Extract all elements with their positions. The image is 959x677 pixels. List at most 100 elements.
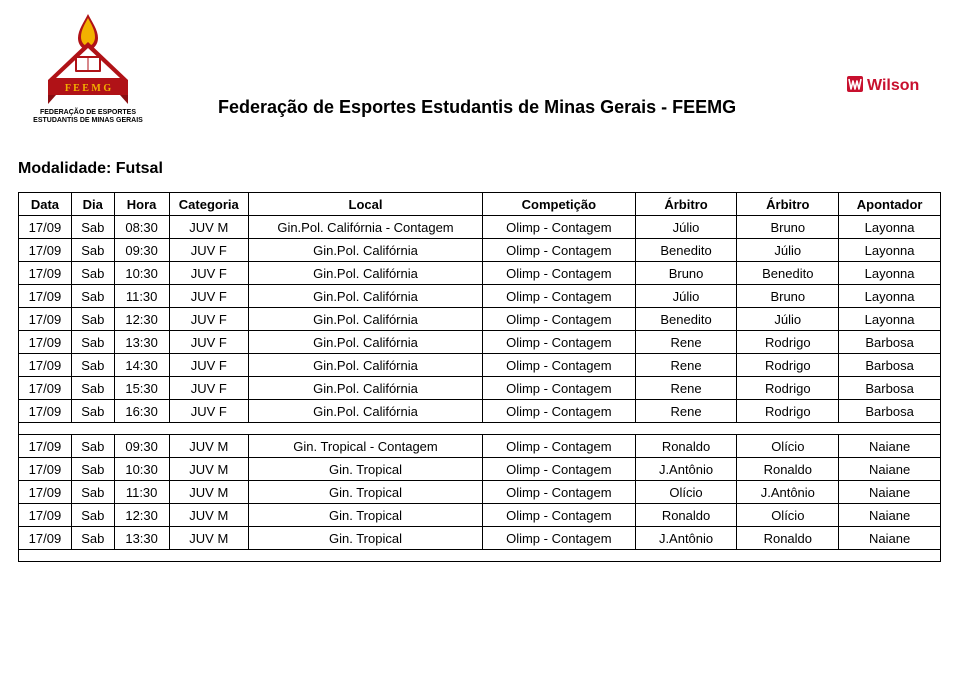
table-cell: Ronaldo [635, 504, 737, 527]
col-header-arbitro1: Árbitro [635, 193, 737, 216]
col-header-apontador: Apontador [839, 193, 941, 216]
table-cell: 17/09 [19, 527, 72, 550]
table-cell: 10:30 [114, 458, 169, 481]
col-header-data: Data [19, 193, 72, 216]
table-row: 17/09Sab13:30JUV FGin.Pol. CalifórniaOli… [19, 331, 941, 354]
table-cell: Naiane [839, 435, 941, 458]
table-cell: Olício [635, 481, 737, 504]
table-cell: Júlio [635, 216, 737, 239]
schedule-table: Data Dia Hora Categoria Local Competição… [18, 192, 941, 562]
table-cell: Layonna [839, 308, 941, 331]
table-row: 17/09Sab13:30JUV MGin. TropicalOlimp - C… [19, 527, 941, 550]
col-header-arbitro2: Árbitro [737, 193, 839, 216]
table-cell: Olimp - Contagem [483, 216, 636, 239]
table-cell: Sab [71, 285, 114, 308]
table-cell: Rene [635, 331, 737, 354]
table-cell: Gin. Tropical [248, 458, 482, 481]
table-cell: Gin.Pol. Califórnia [248, 400, 482, 423]
table-cell: Sab [71, 216, 114, 239]
table-cell: Gin. Tropical [248, 504, 482, 527]
table-cell: Layonna [839, 239, 941, 262]
table-cell: Júlio [737, 239, 839, 262]
col-header-competicao: Competição [483, 193, 636, 216]
table-cell: Layonna [839, 216, 941, 239]
table-cell: Sab [71, 354, 114, 377]
table-cell: Olimp - Contagem [483, 262, 636, 285]
table-cell: Benedito [635, 239, 737, 262]
table-cell: Sab [71, 527, 114, 550]
table-cell: 17/09 [19, 285, 72, 308]
table-cell: Olimp - Contagem [483, 504, 636, 527]
table-cell: 11:30 [114, 285, 169, 308]
document-header: F E E M G FEDERAÇÃO DE ESPORTES ESTUDANT… [18, 12, 941, 142]
table-row: 17/09Sab16:30JUV FGin.Pol. CalifórniaOli… [19, 400, 941, 423]
table-cell: Júlio [737, 308, 839, 331]
table-cell: Olimp - Contagem [483, 354, 636, 377]
table-cell: JUV M [169, 216, 248, 239]
table-cell: 17/09 [19, 262, 72, 285]
logo-caption: FEDERAÇÃO DE ESPORTES ESTUDANTIS DE MINA… [33, 109, 143, 124]
col-header-local: Local [248, 193, 482, 216]
table-cell: Sab [71, 377, 114, 400]
table-row: 17/09Sab09:30JUV MGin. Tropical - Contag… [19, 435, 941, 458]
table-cell: Rodrigo [737, 354, 839, 377]
table-cell: Sab [71, 458, 114, 481]
table-cell: JUV F [169, 285, 248, 308]
table-cell: JUV F [169, 331, 248, 354]
table-cell: Barbosa [839, 400, 941, 423]
table-cell: Naiane [839, 504, 941, 527]
table-cell: 12:30 [114, 308, 169, 331]
table-cell: 17/09 [19, 458, 72, 481]
table-cell: Olimp - Contagem [483, 331, 636, 354]
table-cell: Olimp - Contagem [483, 285, 636, 308]
table-cell: Naiane [839, 458, 941, 481]
table-cell: Benedito [635, 308, 737, 331]
table-row: 17/09Sab14:30JUV FGin.Pol. CalifórniaOli… [19, 354, 941, 377]
modality-label: Modalidade: Futsal [18, 160, 941, 178]
table-cell: 17/09 [19, 435, 72, 458]
table-cell: Ronaldo [737, 527, 839, 550]
table-cell: 17/09 [19, 239, 72, 262]
table-cell: 17/09 [19, 354, 72, 377]
table-cell: JUV M [169, 435, 248, 458]
table-cell: 12:30 [114, 504, 169, 527]
table-cell: Sab [71, 504, 114, 527]
wilson-sponsor-logo-icon: Wilson [845, 70, 931, 98]
col-header-dia: Dia [71, 193, 114, 216]
table-cell: JUV F [169, 377, 248, 400]
table-cell: 14:30 [114, 354, 169, 377]
table-cell: Gin.Pol. Califórnia [248, 377, 482, 400]
table-cell: Bruno [737, 285, 839, 308]
feemg-logo-icon: F E E M G [38, 12, 138, 107]
table-row: 17/09Sab09:30JUV FGin.Pol. CalifórniaOli… [19, 239, 941, 262]
table-cell: 13:30 [114, 527, 169, 550]
table-row: 17/09Sab12:30JUV MGin. TropicalOlimp - C… [19, 504, 941, 527]
table-cell: 17/09 [19, 377, 72, 400]
col-header-hora: Hora [114, 193, 169, 216]
table-cell: 10:30 [114, 262, 169, 285]
table-header-row: Data Dia Hora Categoria Local Competição… [19, 193, 941, 216]
table-cell: Rene [635, 377, 737, 400]
table-cell: Olício [737, 504, 839, 527]
table-cell: Olimp - Contagem [483, 400, 636, 423]
table-cell: Sab [71, 435, 114, 458]
table-cell: Gin. Tropical [248, 481, 482, 504]
table-cell: Naiane [839, 527, 941, 550]
table-cell: Gin.Pol. Califórnia [248, 308, 482, 331]
table-row: 17/09Sab11:30JUV FGin.Pol. CalifórniaOli… [19, 285, 941, 308]
table-row: 17/09Sab12:30JUV FGin.Pol. CalifórniaOli… [19, 308, 941, 331]
table-cell: Olimp - Contagem [483, 458, 636, 481]
table-cell: Bruno [635, 262, 737, 285]
table-cell: J.Antônio [737, 481, 839, 504]
table-cell: Olimp - Contagem [483, 377, 636, 400]
table-cell: Gin.Pol. Califórnia [248, 239, 482, 262]
table-cell: Sab [71, 262, 114, 285]
table-cell: Barbosa [839, 331, 941, 354]
table-cell: Olimp - Contagem [483, 308, 636, 331]
table-cell: JUV M [169, 504, 248, 527]
page-title: Federação de Esportes Estudantis de Mina… [218, 97, 736, 118]
table-cell: JUV M [169, 527, 248, 550]
table-cell: 11:30 [114, 481, 169, 504]
table-cell: Júlio [635, 285, 737, 308]
table-row: 17/09Sab15:30JUV FGin.Pol. CalifórniaOli… [19, 377, 941, 400]
